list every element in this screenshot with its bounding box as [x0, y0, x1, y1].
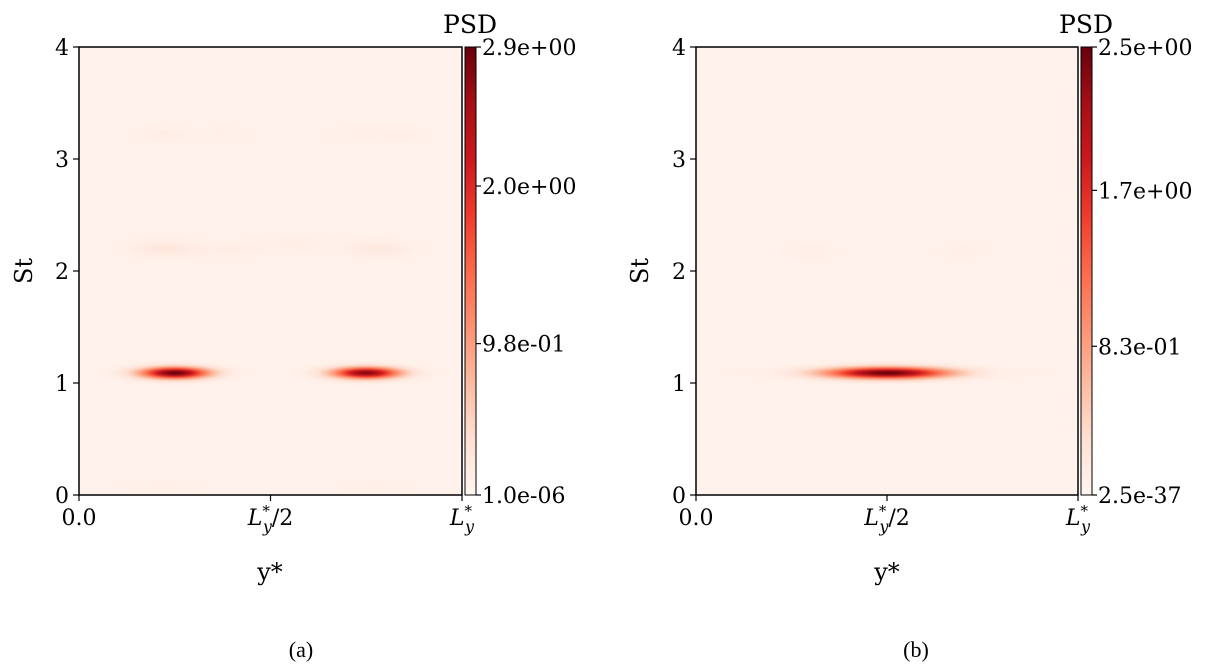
colorbar-title-b: PSD — [1059, 10, 1113, 39]
y-tick-label: 3 — [55, 148, 69, 173]
colorbar-ticks-b: 2.5e-37 8.3e-01 1.7e+00 2.5e+00 — [1092, 36, 1192, 509]
y-tick-label: 1 — [672, 372, 686, 397]
panel-b: 0 1 2 3 4 0.0 L* y/2 L* y St y* 2.5e-37 8.3e-01 1.… — [626, 10, 1192, 662]
panel-a: 0 1 2 3 4 0.0 L* y/2 L* y St y* 1.0e-06 9.8e-01 2.… — [10, 10, 576, 662]
x-axis-ticks-a: 0.0 L* y/2 L* y — [62, 495, 475, 536]
panel-caption-b: (b) — [903, 637, 929, 662]
heatmap-image-a — [79, 47, 462, 495]
colorbar-title-a: PSD — [443, 10, 497, 39]
colorbar-tick-label: 1.0e-06 — [482, 484, 565, 509]
y-tick-label: 1 — [55, 372, 69, 397]
colorbar-tick-label: 2.0e+00 — [482, 175, 576, 200]
x-axis-label-a: y* — [256, 558, 283, 586]
colorbar-tick-label: 1.7e+00 — [1098, 179, 1192, 204]
y-axis-label-a: St — [10, 258, 38, 284]
y-tick-label: 0 — [55, 484, 69, 509]
x-axis-label-b: y* — [873, 558, 900, 586]
x-tick-label: L* y — [1065, 502, 1091, 536]
x-tick-label: 0.0 — [679, 506, 714, 531]
y-axis-label-b: St — [626, 258, 654, 284]
colorbar-tick-label: 2.9e+00 — [482, 36, 576, 61]
panel-caption-a: (a) — [289, 637, 313, 662]
colorbar-a — [464, 46, 477, 496]
colorbar-b — [1080, 46, 1093, 496]
y-axis-ticks-a: 0 1 2 3 4 — [55, 36, 79, 509]
colorbar-tick-label: 9.8e-01 — [482, 333, 565, 358]
y-axis-ticks-b: 0 1 2 3 4 — [672, 36, 696, 509]
colorbar-tick-label: 8.3e-01 — [1098, 335, 1181, 360]
x-tick-label: 0.0 — [62, 506, 97, 531]
y-tick-label: 2 — [55, 260, 69, 285]
y-tick-label: 4 — [55, 36, 69, 61]
colorbar-tick-label: 2.5e-37 — [1098, 484, 1181, 509]
heatmap-image-b — [696, 47, 1078, 495]
x-tick-label: L* y — [449, 502, 475, 536]
colorbar-tick-label: 2.5e+00 — [1098, 36, 1192, 61]
y-tick-label: 0 — [672, 484, 686, 509]
x-axis-ticks-b: 0.0 L* y/2 L* y — [679, 495, 1091, 536]
y-tick-label: 3 — [672, 148, 686, 173]
colorbar-ticks-a: 1.0e-06 9.8e-01 2.0e+00 2.9e+00 — [476, 36, 576, 509]
y-tick-label: 2 — [672, 260, 686, 285]
x-tick-label: L* y/2 — [863, 502, 910, 536]
x-tick-label: L* y/2 — [247, 502, 294, 536]
y-tick-label: 4 — [672, 36, 686, 61]
